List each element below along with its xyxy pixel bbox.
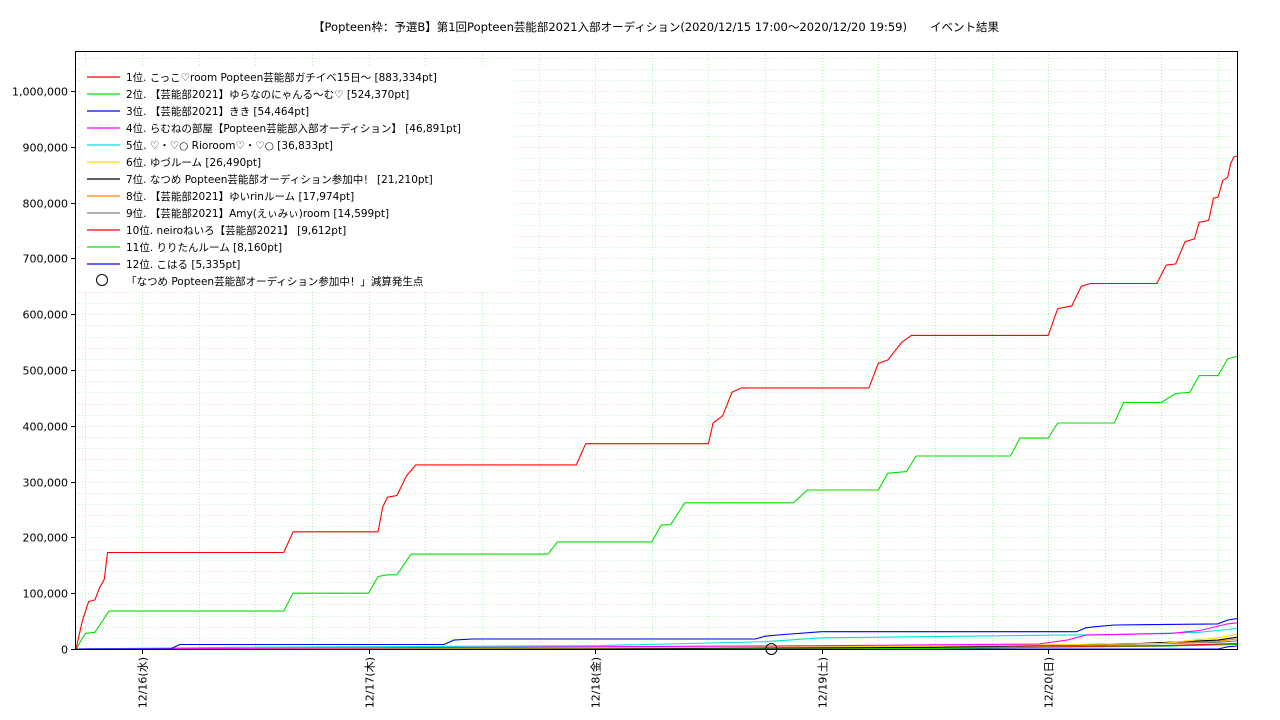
legend-label: 2位. 【芸能部2021】ゆらなのにゃんる〜む♡ [524,370pt] (126, 88, 409, 101)
series-line (75, 622, 1238, 650)
legend-label: 12位. こはる [5,335pt] (126, 258, 240, 271)
series-line (76, 618, 1238, 650)
series-line (75, 355, 1238, 650)
legend-label: 4位. らむねの部屋【Popteen芸能部入部オーディション】 [46,891p… (126, 122, 461, 135)
y-tick-label: 600,000 (23, 309, 69, 322)
legend-box (82, 66, 512, 290)
y-tick-label: 300,000 (23, 477, 69, 490)
legend-label: 11位. りりたんルーム [8,160pt] (126, 241, 282, 254)
x-tick-label: 12/17(木) (364, 657, 377, 708)
y-tick-label: 1,000,000 (12, 86, 68, 99)
legend-label: 10位. neiroねいろ【芸能部2021】 [9,612pt] (126, 224, 346, 237)
x-tick-label: 12/16(水) (137, 657, 150, 708)
x-axis: 12/16(水) 12/17(木) 12/18(金) 12/19(土) 12/20(日) (137, 649, 1056, 708)
legend-label: 6位. ゆづルーム [26,490pt] (126, 156, 261, 169)
y-tick-label: 800,000 (23, 198, 69, 211)
legend-label: 5位. ♡・♡○ Rioroom♡・♡○ [36,833pt] (126, 139, 333, 152)
legend-label: 3位. 【芸能部2021】きき [54,464pt] (126, 105, 309, 118)
chart-title: 【Popteen枠：予選B】第1回Popteen芸能部2021入部オーディション… (313, 20, 999, 34)
legend-label: 「なつめ Popteen芸能部オーディション参加中！」減算発生点 (126, 275, 423, 288)
legend: 1位. こっこ♡room Popteen芸能部ガチイベ15日〜 [883,334… (82, 66, 512, 290)
legend-label: 7位. なつめ Popteen芸能部オーディション参加中！ [21,210pt] (126, 173, 433, 186)
x-tick-label: 12/20(日) (1043, 657, 1056, 708)
series-line (75, 627, 1238, 650)
plot-frame (75, 51, 1238, 650)
legend-marker-swatch (96, 274, 108, 286)
series-line (75, 633, 1238, 650)
legend-label: 8位. 【芸能部2021】ゆいrinルーム [17,974pt] (126, 190, 354, 203)
y-tick-label: 700,000 (23, 253, 69, 266)
legend-label: 9位. 【芸能部2021】Amy(えぃみぃ)room [14,599pt] (126, 207, 389, 220)
y-tick-label: 100,000 (23, 588, 69, 601)
x-tick-label: 12/18(金) (589, 657, 603, 708)
series-line (75, 155, 1238, 650)
legend-label: 1位. こっこ♡room Popteen芸能部ガチイベ15日〜 [883,334… (126, 71, 437, 84)
x-tick-label: 12/19(土) (817, 657, 830, 708)
y-tick-label: 400,000 (23, 421, 69, 434)
y-tick-label: 500,000 (23, 365, 69, 378)
y-axis: 0 100,000 200,000 300,000 400,000 500,000 600,… (12, 86, 76, 657)
y-tick-label: 0 (61, 644, 68, 657)
y-tick-label: 200,000 (23, 532, 69, 545)
y-tick-label: 900,000 (23, 142, 69, 155)
